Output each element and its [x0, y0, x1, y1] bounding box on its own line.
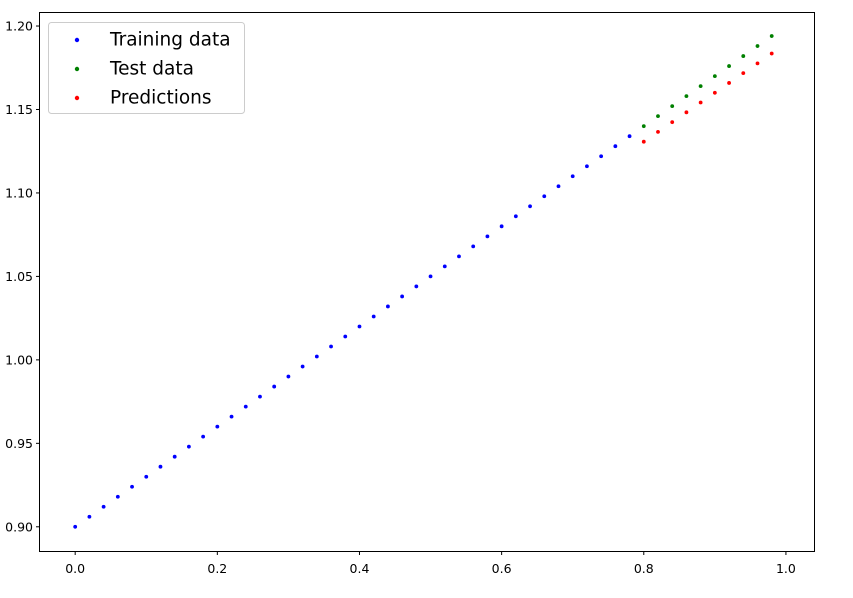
training-data-point [329, 344, 333, 349]
training-data-point [442, 264, 447, 269]
training-data-point [599, 154, 604, 159]
legend-label-training-data: Training data [109, 30, 231, 51]
predictions-point [684, 110, 689, 115]
predictions-point [712, 90, 717, 95]
test-data-point [670, 104, 675, 109]
test-data-point [656, 114, 660, 119]
training-data-point [229, 414, 234, 419]
test-data-point [641, 124, 646, 129]
legend-marker-training-data [74, 37, 80, 43]
y-axis: 0.90 0.95 1.00 1.05 1.10 1.15 1.20 [5, 19, 40, 534]
legend-marker-test-data [74, 66, 80, 72]
training-data-point [272, 384, 277, 389]
predictions-point [670, 120, 675, 125]
training-data-point [215, 424, 220, 429]
training-data-point [499, 224, 504, 229]
training-data-point [172, 454, 177, 459]
x-tick-label: 0.6 [492, 561, 512, 576]
training-data-point [386, 304, 390, 309]
training-data-point [513, 214, 518, 219]
training-data-point [144, 474, 149, 479]
training-data-point [158, 464, 163, 469]
x-tick-label: 0.0 [65, 561, 85, 576]
training-data-point [286, 374, 291, 379]
legend-label-test-data: Test data [109, 59, 194, 80]
training-data-point [357, 324, 362, 329]
y-tick-label: 1.15 [5, 102, 33, 117]
training-data-point [471, 244, 476, 249]
legend: Training data Test data Predictions [48, 22, 245, 114]
test-data-point [698, 84, 703, 89]
training-data-point [371, 314, 376, 319]
legend-label-predictions: Predictions [110, 88, 212, 109]
x-tick-label: 0.4 [350, 561, 370, 576]
training-data-point [314, 354, 319, 359]
data-points [73, 34, 774, 529]
test-data-point [727, 64, 731, 68]
training-data-point [627, 134, 632, 139]
training-data-point [457, 254, 461, 259]
predictions-point [769, 51, 774, 56]
training-data-point [485, 234, 490, 239]
training-data-point [187, 444, 191, 449]
predictions-point [755, 61, 760, 66]
training-data-point [87, 514, 92, 519]
x-tick-label: 0.2 [207, 561, 227, 576]
y-tick-label: 1.00 [5, 352, 33, 367]
test-data-point [684, 94, 689, 99]
y-tick-label: 1.20 [5, 19, 33, 34]
predictions-point [641, 139, 646, 144]
predictions-point [727, 81, 731, 85]
training-data-point [400, 294, 405, 299]
training-data-point [130, 484, 134, 489]
x-tick-label: 1.0 [776, 561, 796, 576]
training-data-point [343, 334, 348, 339]
training-data-point [570, 174, 575, 179]
predictions-point [656, 129, 660, 134]
legend-box [48, 22, 245, 114]
training-data-point [528, 204, 532, 209]
training-data-point [243, 404, 248, 409]
training-data-point [542, 194, 547, 199]
training-data-point [201, 434, 206, 439]
test-data-point [741, 54, 746, 58]
training-data-point [585, 164, 589, 169]
y-tick-label: 1.05 [5, 269, 33, 284]
x-tick-label: 0.8 [634, 561, 654, 576]
training-data-point [556, 184, 561, 189]
legend-marker-predictions [74, 95, 80, 101]
y-tick-label: 0.95 [5, 436, 33, 451]
test-data-point [769, 34, 774, 38]
y-tick-label: 1.10 [5, 185, 33, 200]
training-data-point [613, 144, 618, 149]
training-data-point [300, 364, 305, 369]
training-data-point [101, 504, 106, 509]
predictions-point [698, 100, 703, 105]
test-data-point [712, 74, 717, 78]
predictions-point [741, 71, 746, 75]
training-data-point [428, 274, 433, 279]
training-data-point [414, 284, 419, 289]
test-data-point [755, 44, 760, 48]
plot-frame [39, 12, 815, 552]
training-data-point [258, 394, 262, 399]
y-tick-label: 0.90 [5, 519, 33, 534]
training-data-point [73, 524, 78, 529]
training-data-point [115, 494, 120, 499]
x-axis: 0.0 0.2 0.4 0.6 0.8 1.0 [65, 551, 796, 576]
